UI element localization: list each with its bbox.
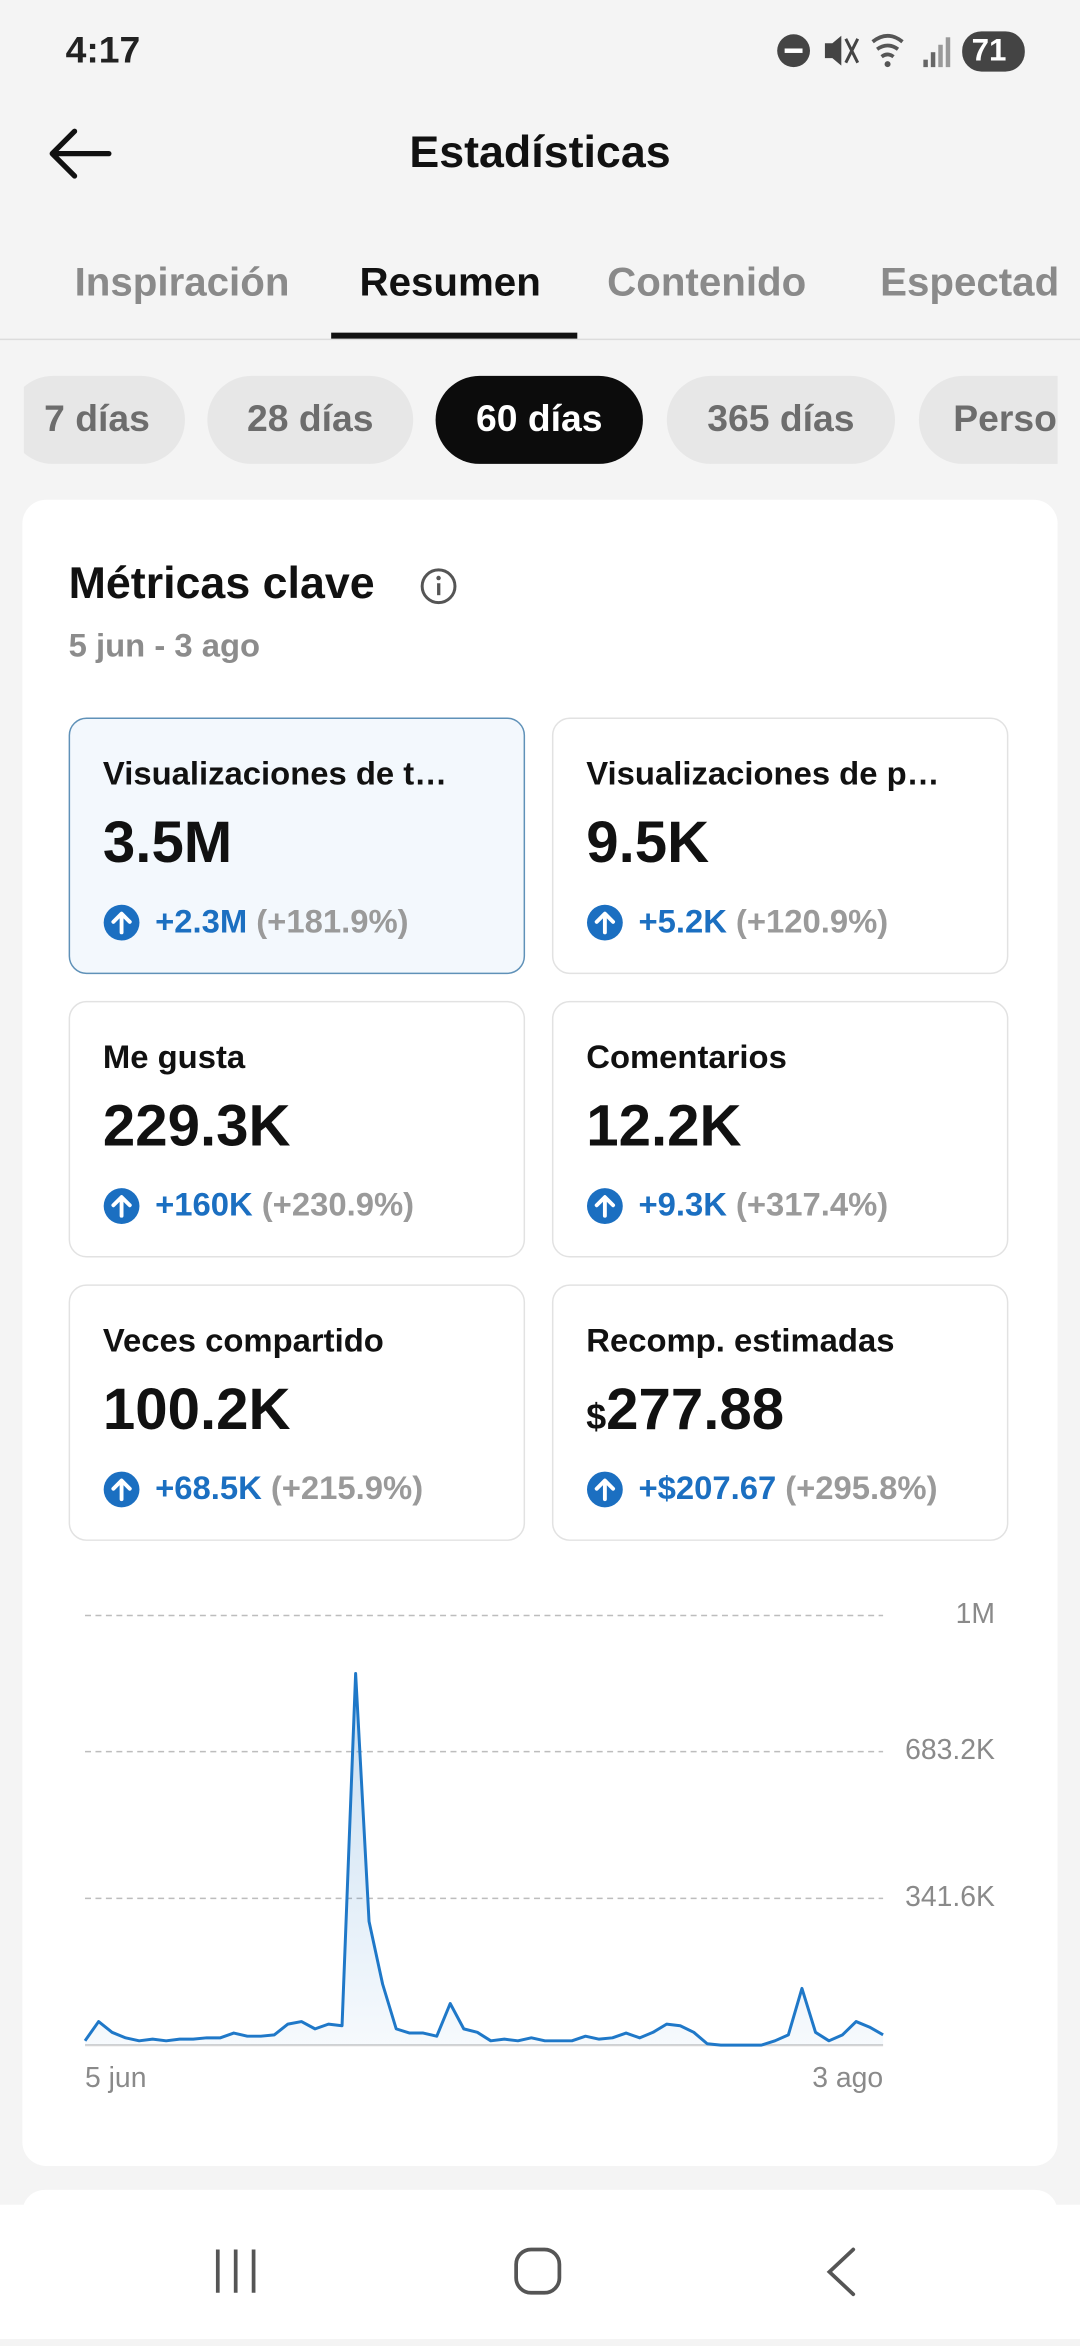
metric-value: 100.2K xyxy=(103,1378,291,1444)
metric-label: Visualizaciones de p… xyxy=(586,754,940,793)
value: 9.5K xyxy=(586,811,710,876)
change: +$207.67 xyxy=(638,1469,777,1507)
metric-label: Recomp. estimadas xyxy=(586,1321,895,1359)
percent: (+120.9%) xyxy=(735,902,889,940)
tab-indicator xyxy=(331,332,578,339)
tab-divider xyxy=(0,338,1080,341)
metric-card[interactable]: Me gusta 229.3K +160K (+230.9%) xyxy=(68,1000,526,1258)
metric-change: +5.2K (+120.9%) xyxy=(586,902,888,941)
metric-change: +9.3K (+317.4%) xyxy=(586,1186,888,1225)
metric-card[interactable]: Comentarios 12.2K +9.3K (+317.4%) xyxy=(551,1000,1009,1258)
metric-label: Comentarios xyxy=(586,1038,787,1076)
metric-value: 3.5M xyxy=(103,811,232,877)
metric-change: +2.3M (+181.9%) xyxy=(103,902,409,941)
y-tick-label: 683.2K xyxy=(905,1734,995,1766)
value: 3.5M xyxy=(102,811,233,876)
views-chart: 341.6K 683.2K 1M 5 jun 3 ago xyxy=(83,1598,995,2094)
tab[interactable]: Contenido xyxy=(607,259,807,305)
value: 277.88 xyxy=(606,1378,785,1443)
period-chip[interactable]: 60 días xyxy=(435,375,643,464)
metric-change: +$207.67 (+295.8%) xyxy=(586,1469,938,1508)
period-row: 7 días 28 días 60 días 365 días Perso xyxy=(23,358,1058,477)
period-chip[interactable]: 7 días xyxy=(23,375,185,464)
value: 100.2K xyxy=(102,1378,291,1443)
period-chip[interactable]: 365 días xyxy=(666,375,896,464)
back-button[interactable] xyxy=(45,125,117,182)
metric-value: 9.5K xyxy=(586,811,709,877)
metrics-card: Métricas clave 5 jun - 3 ago Visualizaci… xyxy=(22,499,1058,2166)
status-time: 4:17 xyxy=(65,29,141,72)
line-area xyxy=(85,1673,884,2046)
metric-card[interactable]: Visualizaciones de p… 9.5K +5.2K (+120.9%) xyxy=(551,717,1009,975)
change: +9.3K xyxy=(638,1185,727,1224)
up-icon xyxy=(586,1470,623,1507)
tab[interactable]: Espectad xyxy=(880,259,1060,305)
value: 229.3K xyxy=(102,1094,291,1160)
metric-change: +160K (+230.9%) xyxy=(103,1186,414,1225)
tab[interactable]: Inspiración xyxy=(74,259,290,305)
up-icon xyxy=(103,1187,140,1224)
metric-value: 12.2K xyxy=(586,1095,741,1161)
percent: (+230.9%) xyxy=(261,1185,415,1224)
percent: (+317.4%) xyxy=(735,1185,889,1224)
up-icon xyxy=(586,1187,623,1224)
period-chips: 7 días 28 días 60 días 365 días Perso xyxy=(23,358,1058,477)
x-tick-label: 3 ago xyxy=(812,2062,883,2094)
battery-level: 71 xyxy=(972,32,1007,67)
y-tick-label: 1M xyxy=(956,1598,995,1630)
metric-change: +68.5K (+215.9%) xyxy=(103,1469,423,1508)
date-range: 5 jun - 3 ago xyxy=(68,626,261,664)
period-chip[interactable]: 28 días xyxy=(207,375,414,464)
currency: $ xyxy=(586,1397,607,1439)
nav-bar xyxy=(0,2204,1080,2340)
metric-card[interactable]: Veces compartido 100.2K +68.5K (+215.9%) xyxy=(68,1284,526,1541)
page-title: Estadísticas xyxy=(409,128,671,178)
value: 12.2K xyxy=(586,1094,742,1160)
up-icon xyxy=(103,903,140,940)
percent: (+215.9%) xyxy=(270,1469,424,1507)
y-tick-label: 341.6K xyxy=(905,1881,995,1913)
status-icons: 71 xyxy=(777,31,1025,72)
info-icon[interactable] xyxy=(419,567,458,606)
up-icon xyxy=(586,903,623,940)
metric-label: Veces compartido xyxy=(102,1321,384,1359)
change: +2.3M xyxy=(155,902,248,940)
card-title: Métricas clave xyxy=(68,559,375,609)
percent: (+295.8%) xyxy=(785,1469,938,1507)
line xyxy=(83,1672,884,2047)
metric-value: $277.88 xyxy=(586,1378,784,1444)
recents-button[interactable] xyxy=(215,2249,256,2293)
up-icon xyxy=(103,1470,140,1507)
period-chip[interactable]: Perso xyxy=(918,375,1058,464)
change: +68.5K xyxy=(155,1469,262,1507)
metric-card[interactable]: Visualizaciones de t… 3.5M +2.3M (+181.9%) xyxy=(68,717,526,975)
home-button[interactable] xyxy=(514,2247,562,2295)
tab[interactable]: Resumen xyxy=(359,259,541,305)
change: +160K xyxy=(155,1185,253,1224)
metric-value: 229.3K xyxy=(103,1095,291,1161)
nav-buttons xyxy=(215,2247,856,2297)
metric-label: Me gusta xyxy=(102,1038,246,1076)
back-nav-button[interactable] xyxy=(826,2247,856,2297)
percent: (+181.9%) xyxy=(256,902,409,940)
metric-card[interactable]: Recomp. estimadas $277.88 +$207.67 (+295.8%… xyxy=(551,1284,1009,1541)
x-tick-label: 5 jun xyxy=(85,2062,146,2094)
change: +5.2K xyxy=(638,902,727,940)
metric-label: Visualizaciones de t… xyxy=(102,754,448,793)
